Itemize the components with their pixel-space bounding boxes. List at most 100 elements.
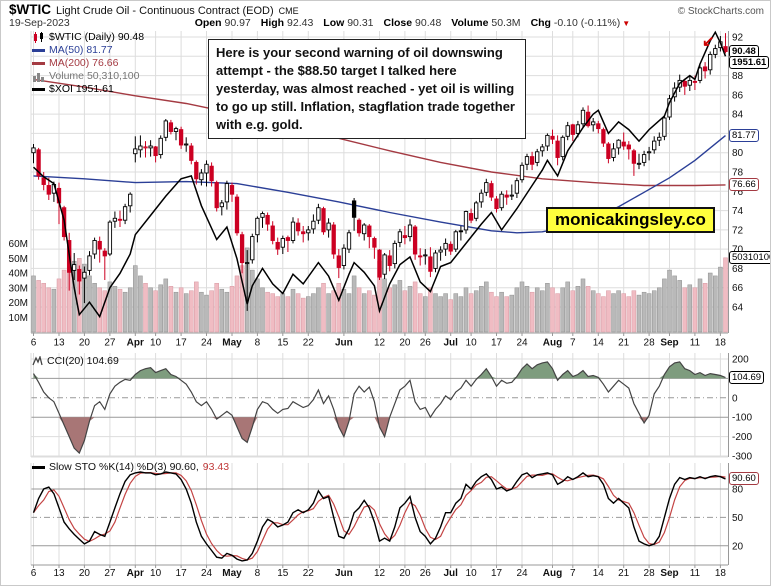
quote-open: Open 90.97 <box>194 17 251 29</box>
main-legend: $WTIC (Daily) 90.48 MA(50) 81.77 MA(200)… <box>32 31 144 96</box>
svg-text:60M: 60M <box>9 239 28 250</box>
xoi-line-icon <box>32 88 45 91</box>
svg-text:64: 64 <box>732 303 744 314</box>
svg-text:200: 200 <box>732 355 749 366</box>
svg-text:-100: -100 <box>732 413 752 424</box>
legend-xoi-label: $XOI 1951.61 <box>49 83 114 95</box>
svg-text:24: 24 <box>516 338 528 349</box>
ma50-line-icon <box>32 49 45 52</box>
svg-text:20: 20 <box>79 338 91 349</box>
svg-text:May: May <box>222 338 242 349</box>
svg-text:8: 8 <box>255 568 261 579</box>
svg-text:80: 80 <box>732 148 744 159</box>
svg-text:May: May <box>222 568 242 579</box>
legend-item-ma200: MA(200) 76.66 <box>32 57 144 70</box>
svg-text:24: 24 <box>201 568 213 579</box>
svg-text:10: 10 <box>150 338 162 349</box>
svg-text:80: 80 <box>732 485 744 496</box>
svg-text:76: 76 <box>732 187 744 198</box>
svg-text:70: 70 <box>732 245 744 256</box>
svg-text:26: 26 <box>420 568 432 579</box>
cci-indicator-icon <box>32 356 43 366</box>
svg-text:-300: -300 <box>732 452 752 463</box>
svg-text:50: 50 <box>732 513 744 524</box>
svg-text:88: 88 <box>732 71 744 82</box>
candlestick-icon <box>34 32 43 43</box>
svg-text:78: 78 <box>732 168 744 179</box>
axis-value-badge: 76.66 <box>729 177 759 191</box>
svg-text:18: 18 <box>715 568 727 579</box>
legend-ma200-label: MA(200) 76.66 <box>49 57 119 69</box>
svg-text:7: 7 <box>570 568 576 579</box>
svg-text:27: 27 <box>104 568 116 579</box>
svg-text:28: 28 <box>644 338 656 349</box>
svg-text:10: 10 <box>466 568 478 579</box>
svg-text:24: 24 <box>201 338 213 349</box>
svg-text:66: 66 <box>732 283 744 294</box>
svg-text:11: 11 <box>690 568 701 579</box>
svg-text:20: 20 <box>732 541 744 552</box>
sto-legend: Slow STO %K(14) %D(3) 90.60, 93.43 <box>32 461 229 473</box>
svg-text:-200: -200 <box>732 432 752 443</box>
legend-item-wtic: $WTIC (Daily) 90.48 <box>32 31 144 44</box>
svg-text:Jun: Jun <box>335 338 353 349</box>
svg-text:26: 26 <box>420 338 432 349</box>
quote-row: 19-Sep-2023 Open 90.97 High 92.43 Low 90… <box>9 17 764 29</box>
svg-text:22: 22 <box>303 338 315 349</box>
svg-text:20: 20 <box>399 338 411 349</box>
legend-wtic-label: $WTIC (Daily) 90.48 <box>49 31 145 43</box>
svg-text:Apr: Apr <box>127 568 144 579</box>
sto-legend-d-value: 93.43 <box>202 461 230 473</box>
svg-text:21: 21 <box>618 568 630 579</box>
legend-volume-label: Volume 50,310,100 <box>49 70 140 82</box>
quote-close: Close 90.48 <box>383 17 442 29</box>
svg-text:10: 10 <box>466 338 478 349</box>
svg-text:17: 17 <box>491 338 503 349</box>
svg-text:22: 22 <box>303 568 315 579</box>
axis-value-badge: 104.69 <box>729 370 765 384</box>
svg-text:15: 15 <box>277 338 289 349</box>
svg-text:Aug: Aug <box>543 338 562 349</box>
quote-date: 19-Sep-2023 <box>9 17 70 29</box>
axis-value-badge: 1951.61 <box>729 55 770 69</box>
svg-text:Sep: Sep <box>660 338 678 349</box>
svg-text:40M: 40M <box>9 269 28 280</box>
svg-text:Apr: Apr <box>127 338 144 349</box>
svg-text:20: 20 <box>399 568 411 579</box>
svg-text:Jul: Jul <box>443 338 458 349</box>
axis-value-badge: 81.77 <box>729 128 759 142</box>
axis-value-badge: 90.60 <box>729 472 759 485</box>
ticker-symbol: $WTIC <box>9 2 51 17</box>
svg-text:10M: 10M <box>9 313 28 324</box>
svg-text:14: 14 <box>593 568 605 579</box>
svg-text:12: 12 <box>374 568 386 579</box>
volume-bars-icon <box>33 72 44 82</box>
svg-text:74: 74 <box>732 206 744 217</box>
svg-text:7: 7 <box>570 338 576 349</box>
legend-item-xoi: $XOI 1951.61 <box>32 83 144 96</box>
svg-text:50M: 50M <box>9 254 28 265</box>
svg-text:Sep: Sep <box>660 568 678 579</box>
svg-text:13: 13 <box>53 338 65 349</box>
svg-text:18: 18 <box>715 338 727 349</box>
svg-text:Jul: Jul <box>443 568 458 579</box>
svg-text:20: 20 <box>79 568 91 579</box>
stockcharts-credit-link[interactable]: © StockCharts.com <box>677 6 764 17</box>
watermark-link[interactable]: monicakingsley.co <box>546 207 715 233</box>
svg-text:24: 24 <box>516 568 528 579</box>
quote-low: Low 90.31 <box>323 17 374 29</box>
svg-text:21: 21 <box>618 338 630 349</box>
exchange-label: CME <box>278 6 299 16</box>
svg-text:30M: 30M <box>9 283 28 294</box>
svg-text:72: 72 <box>732 225 744 236</box>
quote-volume: Volume 50.3M <box>451 17 521 29</box>
sto-legend-label: Slow STO %K(14) %D(3) 90.60, <box>49 461 199 473</box>
svg-text:12: 12 <box>374 338 386 349</box>
cci-legend: CCI(20) 104.69 <box>32 355 119 367</box>
svg-text:92: 92 <box>732 33 744 44</box>
analyst-annotation-box: Here is your second warning of oil downs… <box>208 39 526 139</box>
svg-text:Jun: Jun <box>335 568 353 579</box>
ma200-line-icon <box>32 62 45 65</box>
